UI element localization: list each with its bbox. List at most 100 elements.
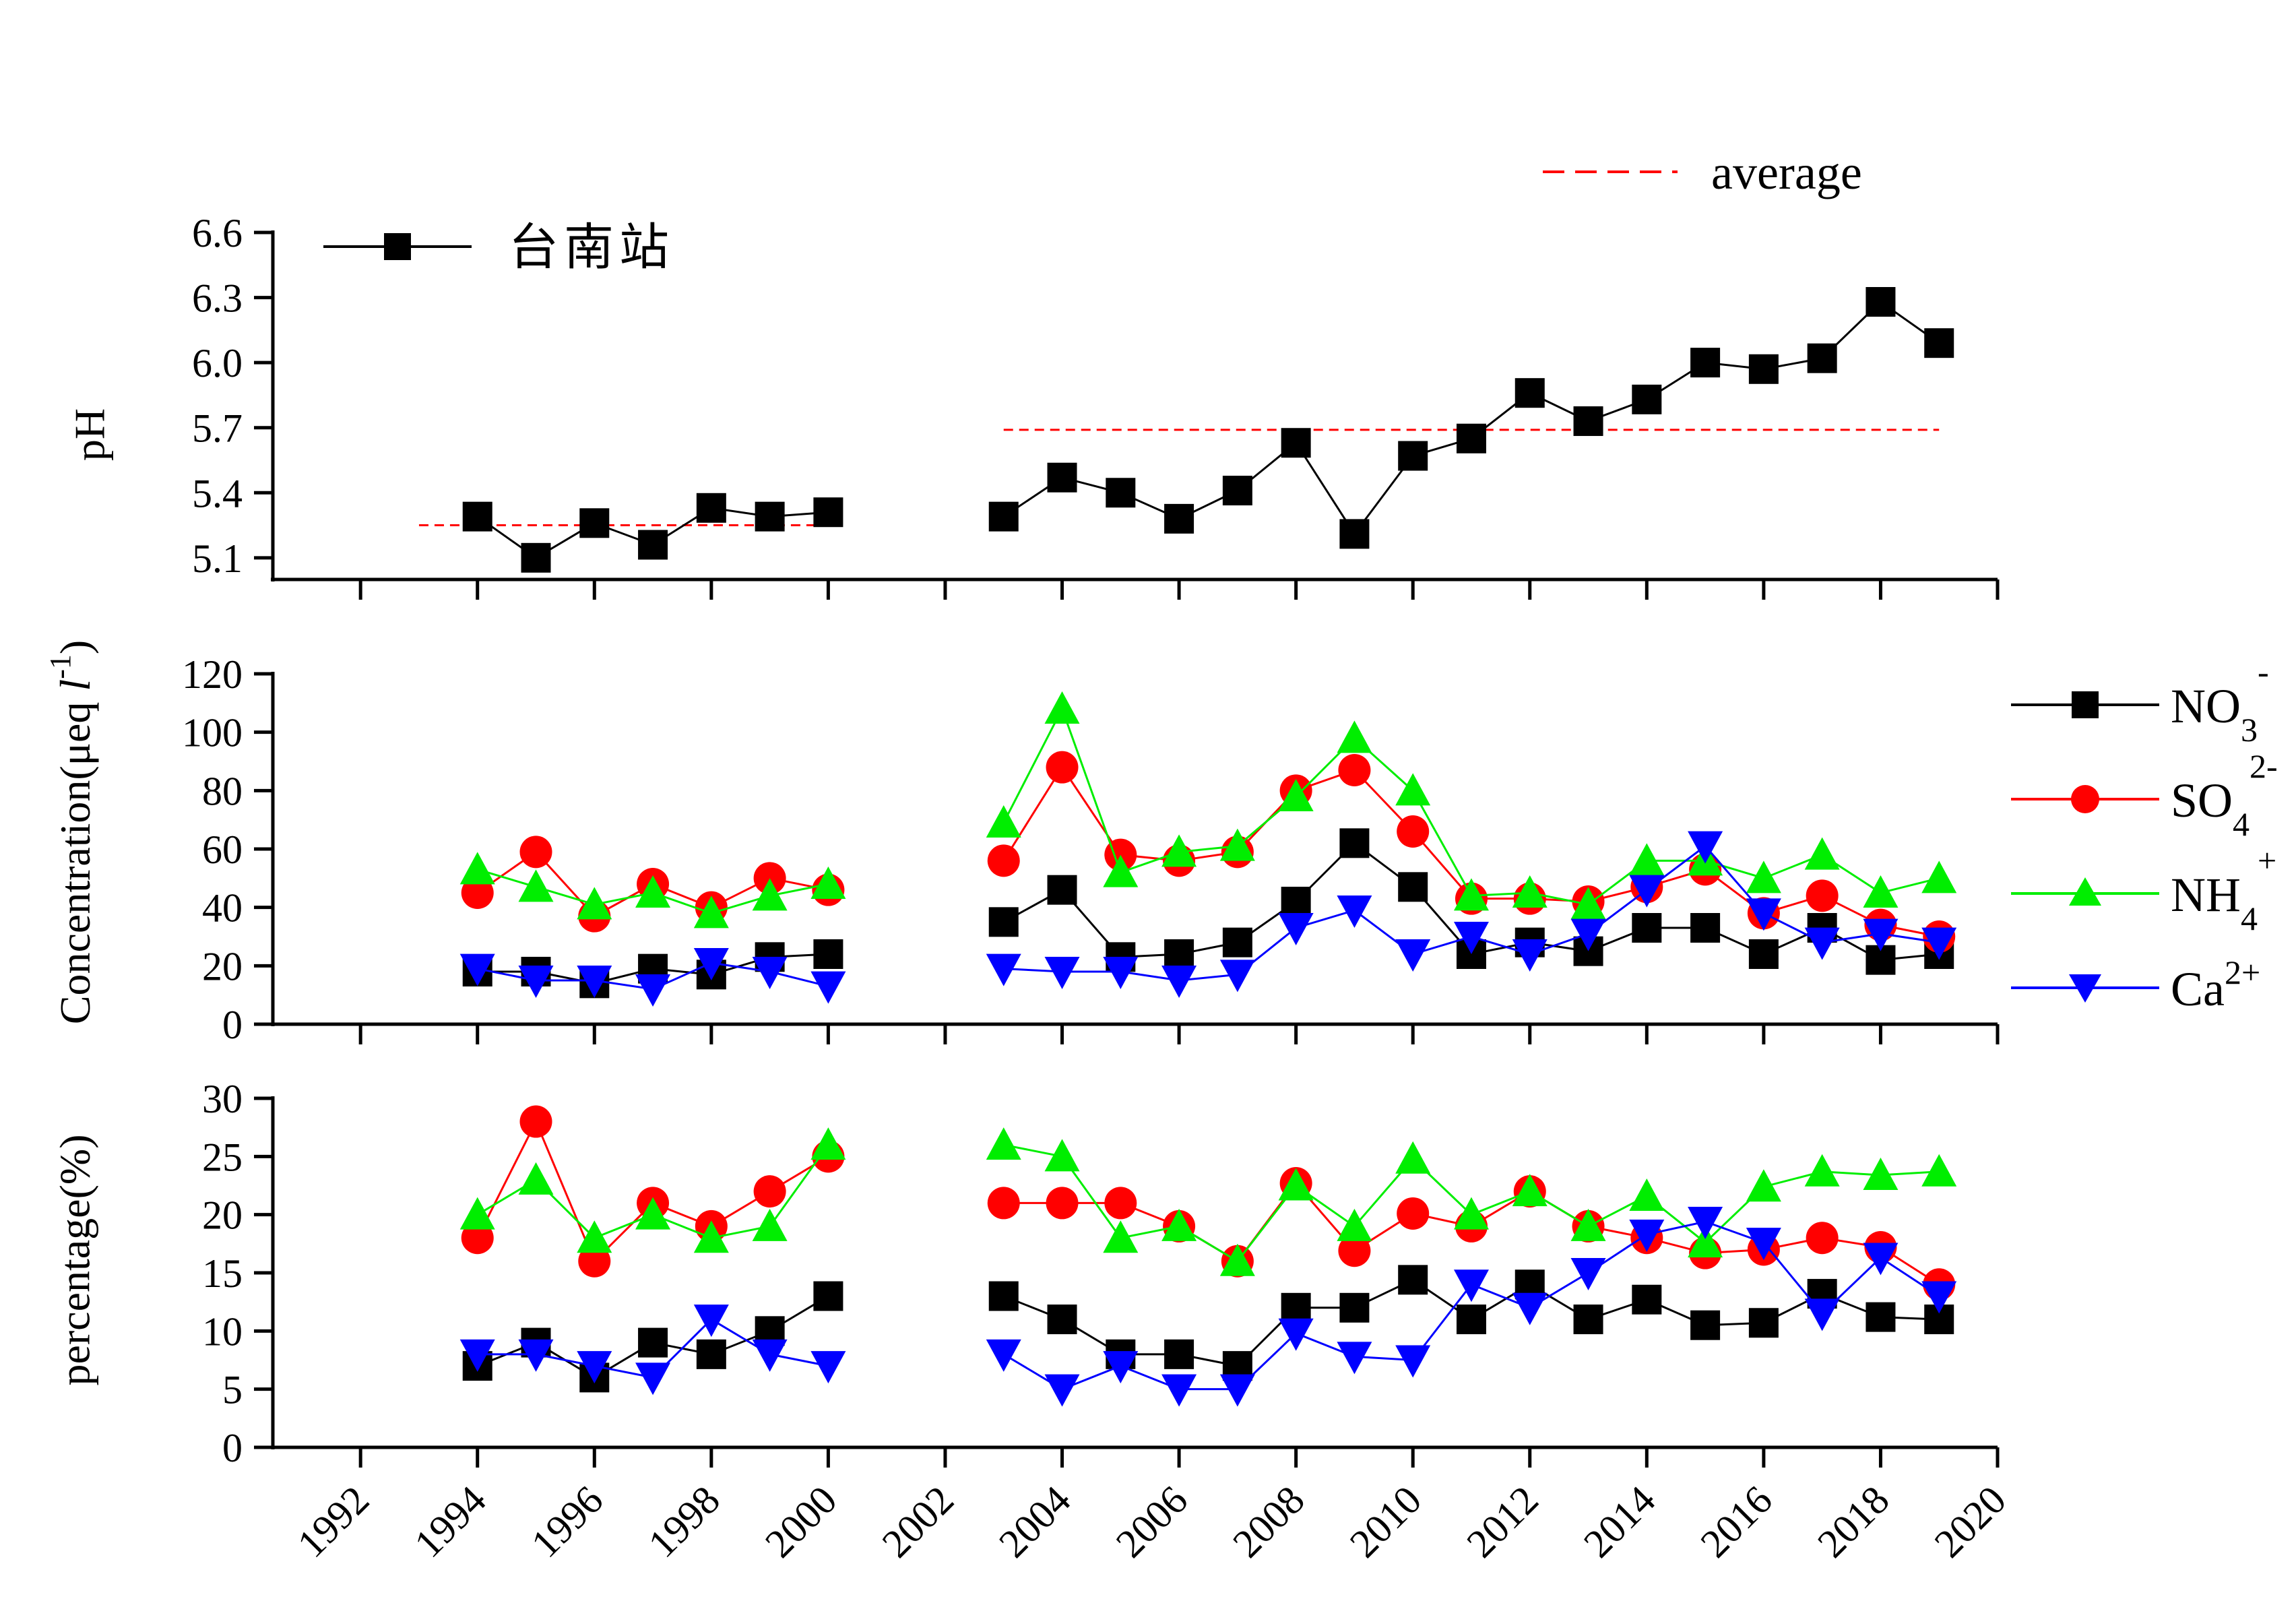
legend-station-label: 台南站 bbox=[509, 218, 674, 276]
data-point bbox=[1629, 1178, 1665, 1212]
legend-no3: NO3- bbox=[2011, 653, 2269, 749]
data-point bbox=[577, 1220, 612, 1253]
data-point bbox=[1863, 1157, 1899, 1190]
data-point bbox=[518, 1162, 554, 1195]
y-tick-label-percentage: 30 bbox=[202, 1077, 243, 1121]
data-point bbox=[1339, 519, 1370, 549]
data-point bbox=[1047, 1305, 1077, 1335]
data-point bbox=[1807, 343, 1837, 373]
data-point bbox=[1397, 1197, 1430, 1230]
legend-nh4-base: NH bbox=[2171, 868, 2241, 922]
data-point bbox=[1339, 828, 1370, 858]
axis-title-percentage: percentage(%) bbox=[51, 1134, 99, 1385]
data-point bbox=[755, 501, 785, 532]
data-point bbox=[1397, 815, 1430, 848]
data-point bbox=[813, 1281, 843, 1311]
legend-nh4-marker bbox=[2069, 877, 2101, 906]
data-point bbox=[1222, 927, 1252, 957]
data-point bbox=[1219, 960, 1255, 993]
y-tick-label-concentration: 60 bbox=[202, 827, 243, 872]
data-point bbox=[1921, 860, 1957, 893]
data-point bbox=[1921, 927, 1957, 960]
data-point bbox=[988, 907, 1019, 937]
data-point bbox=[1746, 898, 1781, 931]
data-point bbox=[1863, 875, 1899, 908]
legend-so4-sup: 2- bbox=[2250, 747, 2278, 785]
y-tick-label-ph: 6.6 bbox=[192, 211, 243, 255]
data-point bbox=[1104, 1187, 1137, 1220]
data-point bbox=[459, 953, 495, 986]
data-point bbox=[1453, 1269, 1489, 1302]
data-point bbox=[1278, 779, 1314, 811]
data-point bbox=[693, 1305, 729, 1338]
data-point bbox=[1924, 328, 1954, 358]
panel-percentage: 0 5 10 15 20 25 30 1992 1994 1996 1998 2000 2002 2004… bbox=[202, 1077, 2014, 1566]
data-point bbox=[1047, 875, 1077, 905]
data-point bbox=[1863, 918, 1899, 951]
data-point bbox=[1338, 1234, 1371, 1267]
data-point bbox=[1573, 406, 1603, 437]
data-point bbox=[1570, 1208, 1606, 1241]
legend-no3-sub: 3 bbox=[2241, 711, 2258, 749]
axis-title-concentration-unit: l bbox=[51, 679, 99, 691]
x-tick-label: 2004 bbox=[990, 1478, 1079, 1567]
y-tick-label-concentration: 80 bbox=[202, 769, 243, 813]
data-point bbox=[519, 836, 552, 869]
data-point bbox=[986, 1339, 1021, 1372]
data-point bbox=[987, 1187, 1020, 1220]
data-point bbox=[1164, 1339, 1194, 1369]
data-point bbox=[1398, 872, 1428, 902]
data-point bbox=[577, 966, 612, 998]
data-point bbox=[1103, 1220, 1139, 1253]
legend-so4-marker bbox=[2071, 785, 2099, 813]
x-tick-label: 2008 bbox=[1224, 1478, 1313, 1567]
data-point bbox=[752, 1339, 788, 1372]
data-point bbox=[1338, 754, 1371, 786]
x-tick-label: 2006 bbox=[1108, 1478, 1197, 1567]
data-point bbox=[638, 530, 668, 560]
data-point bbox=[1281, 887, 1311, 916]
data-point bbox=[1281, 428, 1311, 458]
legend-so4-label: SO42- bbox=[2171, 747, 2278, 843]
data-point bbox=[1804, 837, 1840, 870]
data-point bbox=[1337, 1208, 1372, 1241]
data-point bbox=[1103, 854, 1139, 887]
x-tick-label: 1996 bbox=[523, 1478, 612, 1567]
series-concentration-Ca2 bbox=[459, 831, 1957, 1007]
data-point bbox=[459, 1197, 495, 1230]
x-tick-label: 2002 bbox=[874, 1478, 963, 1567]
data-point bbox=[577, 887, 612, 920]
series-concentration-SO42 bbox=[461, 751, 1956, 953]
legend-ions: NO3- SO42- NH4+ Ca2+ bbox=[2011, 653, 2278, 1016]
data-point bbox=[1044, 957, 1080, 989]
series-percentage-Ca2 bbox=[459, 1207, 1957, 1407]
panel-concentration: 0 20 40 60 80 100 120 bbox=[182, 652, 2000, 1047]
x-tick-label: 2018 bbox=[1809, 1478, 1898, 1567]
data-point bbox=[461, 1222, 494, 1255]
data-point bbox=[1339, 1292, 1370, 1323]
data-point bbox=[521, 542, 551, 573]
legend-average-label: average bbox=[1711, 146, 1862, 199]
data-point bbox=[986, 1127, 1021, 1160]
y-tick-label-ph: 5.7 bbox=[192, 406, 243, 451]
x-tick-label: 2014 bbox=[1575, 1478, 1664, 1567]
data-point bbox=[1863, 1243, 1899, 1276]
legend-nh4: NH4+ bbox=[2011, 842, 2276, 937]
legend-no3-base: NO bbox=[2171, 679, 2241, 733]
data-point bbox=[518, 1339, 554, 1372]
series-percentage-SO42 bbox=[461, 1105, 1956, 1301]
data-point bbox=[752, 878, 788, 911]
y-tick-label-percentage: 10 bbox=[202, 1309, 243, 1354]
data-point bbox=[1337, 720, 1372, 753]
data-point bbox=[1161, 1374, 1197, 1407]
data-point bbox=[1219, 828, 1255, 861]
data-point bbox=[1456, 1305, 1486, 1335]
legend-ca: Ca2+ bbox=[2011, 953, 2260, 1016]
legend-nh4-sup: + bbox=[2258, 842, 2276, 879]
data-point bbox=[1865, 287, 1896, 317]
y-tick-label-ph: 6.3 bbox=[192, 276, 243, 321]
data-point bbox=[459, 852, 495, 885]
data-point bbox=[638, 1327, 668, 1358]
data-point bbox=[813, 939, 843, 969]
data-point bbox=[1746, 1228, 1781, 1261]
